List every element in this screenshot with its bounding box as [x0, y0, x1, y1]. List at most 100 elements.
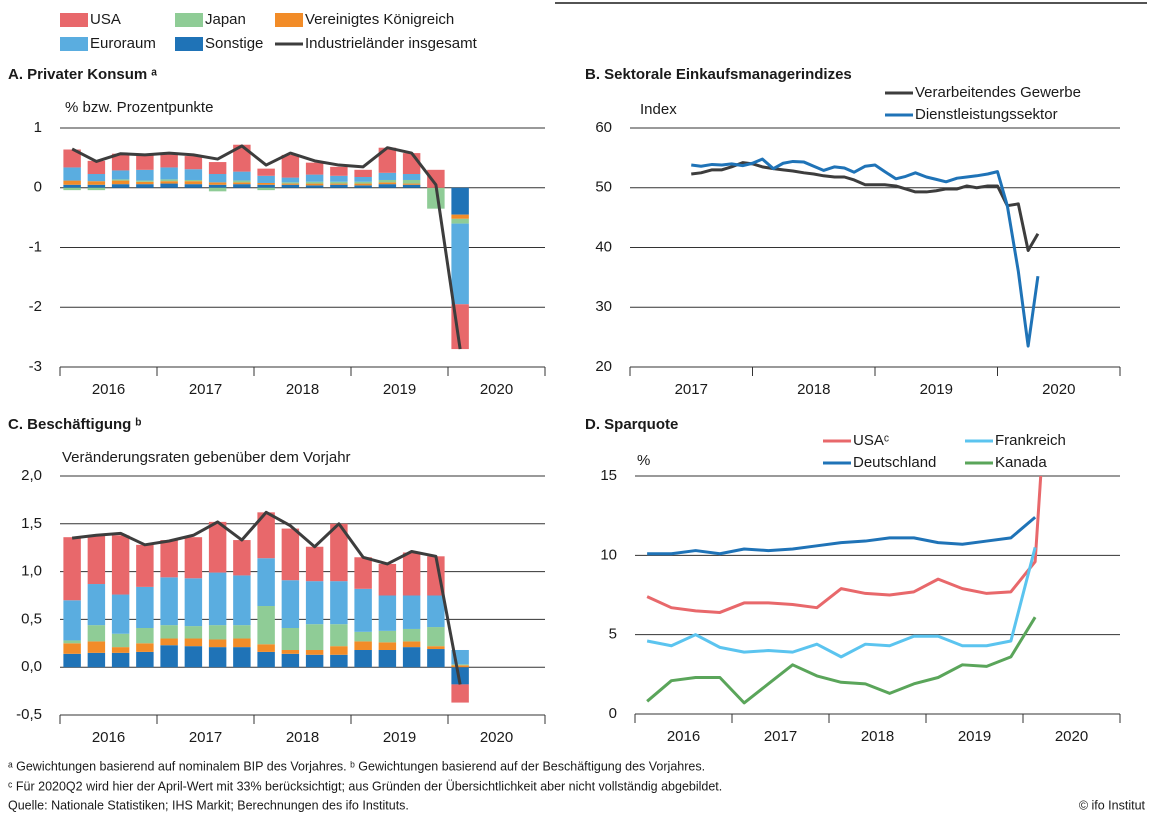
bar-segment: [111, 594, 130, 634]
bar-segment: [87, 160, 106, 175]
x-tick-label: 2017: [189, 381, 222, 398]
series-line: [647, 516, 1037, 556]
series-line: [646, 616, 1037, 705]
legend-swatch: [275, 13, 303, 27]
x-tick-label: 2018: [286, 381, 319, 398]
bar-segment: [281, 184, 300, 188]
bar-segment: [184, 626, 203, 639]
bar-segment: [63, 600, 81, 641]
bar-segment: [330, 624, 348, 647]
bar-segment: [378, 649, 397, 668]
bar-segment: [402, 183, 421, 185]
y-tick-label: 15: [600, 467, 617, 484]
bar-segment: [330, 654, 348, 668]
bar-segment: [136, 544, 154, 587]
bar-segment: [402, 179, 421, 184]
bar-segment: [281, 154, 300, 178]
bar-segment: [281, 653, 300, 668]
y-tick-label: 1,5: [21, 515, 42, 532]
bar-segment: [354, 169, 372, 177]
bar-segment: [111, 180, 130, 185]
bar-segment: [233, 184, 251, 188]
bar-segment: [136, 643, 154, 652]
x-tick-label: 2019: [920, 381, 953, 398]
legend-swatch: [60, 37, 88, 51]
legend-label: Sonstige: [205, 35, 263, 52]
bar-segment: [63, 180, 81, 185]
bar-segment: [63, 167, 81, 181]
bar-segment: [87, 535, 106, 585]
bar-segment: [184, 184, 203, 188]
bar-segment: [233, 171, 251, 181]
bar-segment: [208, 521, 227, 573]
bar-segment: [63, 643, 81, 654]
bar-segment: [208, 625, 227, 640]
x-tick-label: 2020: [480, 729, 513, 746]
bar-segment: [378, 179, 397, 183]
bar-segment: [184, 578, 203, 627]
bar-segment: [378, 563, 397, 596]
bar-segment: [451, 218, 469, 224]
legend-label: Japan: [205, 11, 246, 28]
bar-segment: [233, 180, 251, 183]
bar-segment: [354, 588, 372, 632]
bar-segment: [378, 642, 397, 650]
bar-segment: [111, 153, 130, 171]
axis-label: % bzw. Prozentpunkte: [65, 99, 213, 116]
bar-segment: [378, 182, 397, 185]
bar-segment: [63, 640, 81, 644]
bar-segment: [330, 166, 348, 176]
footnote: ᶜ Für 2020Q2 wird hier der April-Wert mi…: [8, 779, 722, 793]
bar-segment: [402, 184, 421, 188]
bar-segment: [427, 627, 445, 647]
bar-segment: [136, 180, 154, 182]
x-tick-label: 2020: [480, 381, 513, 398]
bar-segment: [305, 174, 324, 182]
bar-segment: [451, 684, 469, 703]
bar-segment: [160, 638, 178, 646]
bar-segment: [233, 575, 251, 626]
bar-segment: [427, 595, 445, 628]
x-tick-label: 2020: [1042, 381, 1075, 398]
bar-segment: [160, 167, 178, 180]
y-tick-label: 0: [609, 705, 617, 722]
bar-segment: [378, 630, 397, 643]
bar-segment: [111, 184, 130, 188]
x-tick-label: 2019: [383, 729, 416, 746]
y-tick-label: 10: [600, 546, 617, 563]
x-tick-label: 2019: [383, 381, 416, 398]
y-tick-label: -3: [29, 358, 42, 375]
bar-segment: [208, 184, 227, 188]
bar-segment: [111, 652, 130, 668]
bar-segment: [451, 664, 469, 666]
bar-segment: [160, 152, 178, 168]
bar-segment: [305, 546, 324, 582]
bar-segment: [160, 181, 178, 184]
bar-segment: [111, 535, 130, 595]
legend-label: USA: [90, 11, 121, 28]
bar-segment: [63, 184, 81, 188]
y-tick-label: 0,0: [21, 658, 42, 675]
y-tick-label: 50: [595, 179, 612, 196]
bar-segment: [63, 149, 81, 168]
series-line: [646, 547, 1037, 659]
axis-label: %: [637, 452, 650, 469]
bar-segment: [305, 654, 324, 668]
bar-segment: [257, 606, 275, 645]
legend-swatch: [60, 13, 88, 27]
bar-segment: [87, 174, 106, 182]
bar-segment: [281, 628, 300, 650]
bar-segment: [257, 175, 275, 183]
bar-segment: [111, 647, 130, 653]
bar-segment: [402, 641, 421, 648]
legend-label: USAᶜ: [853, 432, 889, 449]
bar-segment: [208, 162, 227, 175]
bar-segment: [305, 181, 324, 184]
legend-label: Verarbeitendes Gewerbe: [915, 84, 1081, 101]
bar-segment: [160, 540, 178, 578]
bar-segment: [160, 645, 178, 668]
bar-segment: [233, 182, 251, 185]
chart-title: A. Privater Konsum ᵃ: [8, 66, 157, 83]
bar-segment: [233, 540, 251, 576]
y-tick-label: 40: [595, 238, 612, 255]
